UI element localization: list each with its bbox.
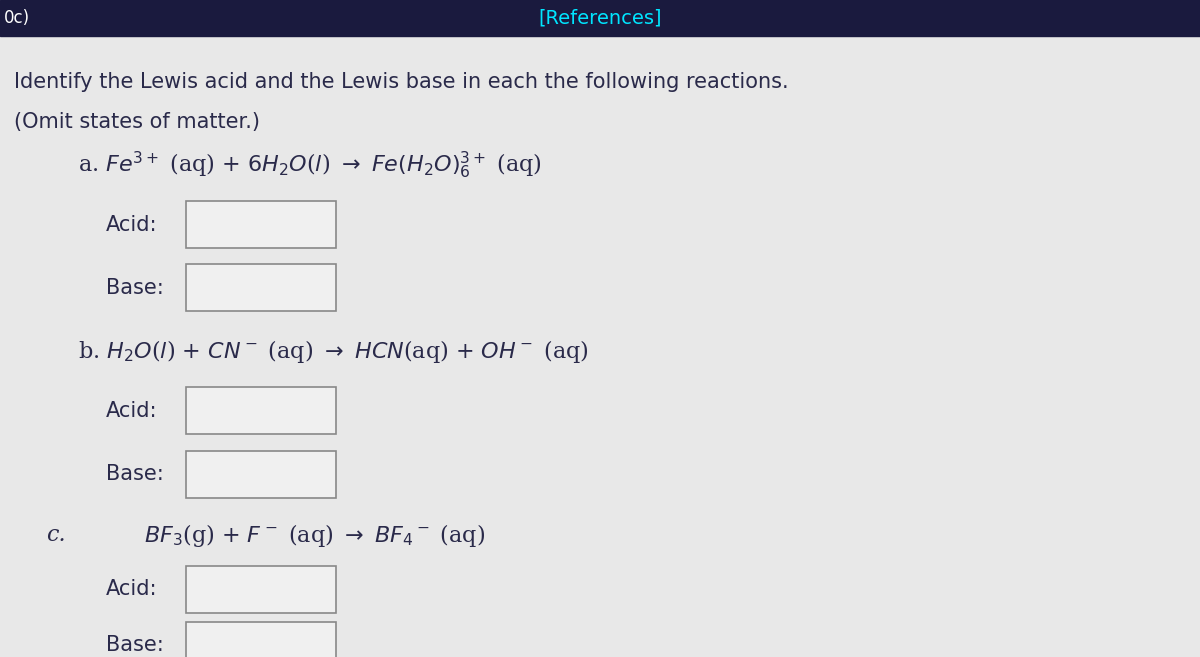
Text: a. $\mathit{Fe}^{3+}$ (aq) + $6\mathit{H_2O}$($l$) $\rightarrow$ $\mathit{Fe}(\m: a. $\mathit{Fe}^{3+}$ (aq) + $6\mathit{H… (78, 150, 542, 181)
FancyBboxPatch shape (186, 622, 336, 657)
Bar (0, 0, 1200, 36)
FancyBboxPatch shape (186, 566, 336, 613)
Text: [References]: [References] (539, 9, 661, 28)
Text: Base:: Base: (106, 635, 163, 655)
Text: $\mathit{BF_3}$(g) + $\mathit{F}^-$ (aq) $\rightarrow$ $\mathit{BF_4}^-$ (aq): $\mathit{BF_3}$(g) + $\mathit{F}^-$ (aq)… (144, 522, 485, 549)
Text: Acid:: Acid: (106, 215, 157, 235)
Text: Base:: Base: (106, 278, 163, 298)
Text: Acid:: Acid: (106, 579, 157, 599)
Text: Acid:: Acid: (106, 401, 157, 420)
FancyBboxPatch shape (186, 451, 336, 498)
Text: Identify the Lewis acid and the Lewis base in each the following reactions.: Identify the Lewis acid and the Lewis ba… (14, 72, 790, 92)
FancyBboxPatch shape (186, 264, 336, 311)
Text: c.: c. (46, 524, 65, 547)
FancyBboxPatch shape (186, 201, 336, 248)
FancyBboxPatch shape (186, 387, 336, 434)
Text: (Omit states of matter.): (Omit states of matter.) (14, 112, 260, 131)
Text: 0c): 0c) (4, 9, 30, 27)
Text: Base:: Base: (106, 464, 163, 484)
Text: b. $\mathit{H_2O}$($l$) + $\mathit{CN}^-$ (aq) $\rightarrow$ $\mathit{HCN}$(aq) : b. $\mathit{H_2O}$($l$) + $\mathit{CN}^-… (78, 338, 589, 365)
